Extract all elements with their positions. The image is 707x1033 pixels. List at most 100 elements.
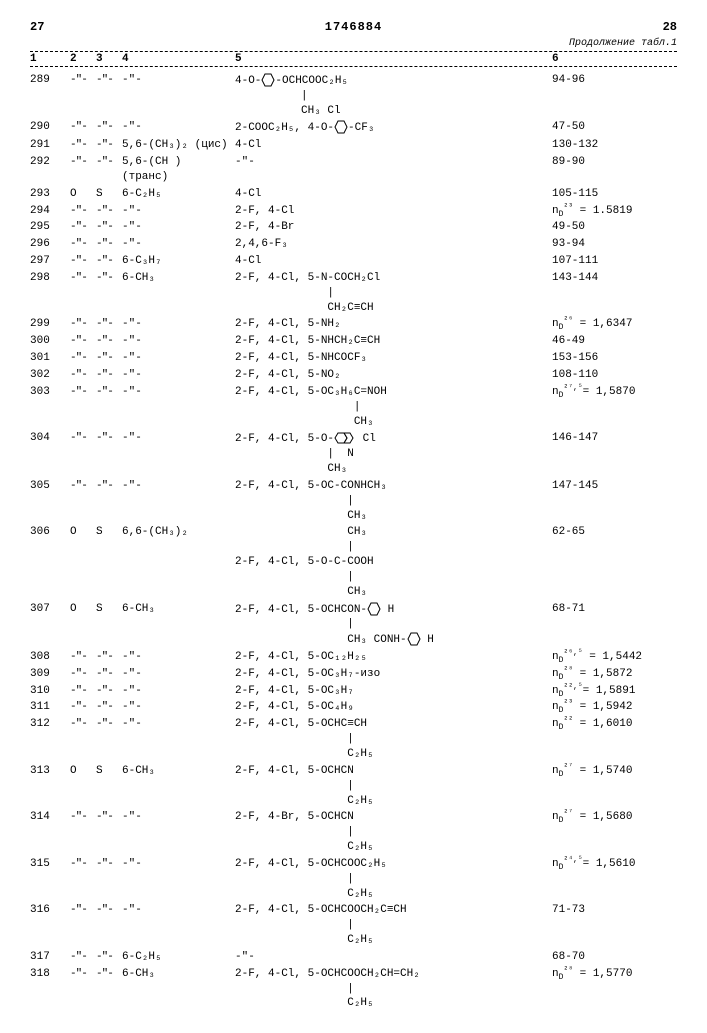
formula-line: | [235,570,547,585]
cell-col3: -"- [96,120,122,135]
formula-line: 2-F, 4-Cl, 5-OC₃H₇ [235,684,547,699]
cell-col4: -"- [122,120,230,135]
row-number: 305 [30,479,70,494]
row-number: 308 [30,650,70,665]
table-row: 308-"--"--"-2-F, 4-Cl, 5-OC₁₂H₂₅nD²⁶,⁵ =… [30,650,677,665]
row-number: 303 [30,385,70,400]
cell-col3: -"- [96,351,122,366]
cell-col5: 2-F, 4-Cl, 5-OCHCN | C₂H₅ [230,764,547,809]
row-number: 298 [30,271,70,286]
cell-col6: 143-144 [547,271,672,286]
formula-line: | [235,779,547,794]
formula-line: 2-F, 4-Cl, 5-OCHC≡CH [235,717,547,732]
cell-col2: -"- [70,950,96,965]
col-2: 2 [70,53,96,65]
cell-col2: O [70,764,96,779]
cell-col4: -"- [122,650,230,665]
formula-line: | [235,89,547,104]
cell-col2: -"- [70,138,96,153]
cell-col3: -"- [96,368,122,383]
cell-col5: 2-F, 4-Cl, 5-OCHCOOCH₂CH=CH₂ | C₂H₅ [230,967,547,1012]
cell-col3: -"- [96,650,122,665]
table-row: 318-"--"-6-CH₃2-F, 4-Cl, 5-OCHCOOCH₂CH=C… [30,967,677,1012]
formula-line: 2-F, 4-Cl [235,204,547,219]
cell-col2: O [70,525,96,540]
cell-col2: -"- [70,237,96,252]
cell-col5: 2-F, 4-Cl, 5-OCHC≡CH | C₂H₅ [230,717,547,762]
formula-line: 2-F, 4-Cl, 5-N-COCH₂Cl [235,271,547,286]
cell-col3: -"- [96,431,122,446]
cell-col5: 2-F, 4-Cl, 5-OC₄H₉ [230,700,547,715]
formula-line: 2-F, 4-Cl, 5-OC₄H₉ [235,700,547,715]
table-body: 289-"--"--"-4-O--OCHCOOC₂H₅ | CH₃ Cl94-9… [30,73,677,1011]
cell-col3: -"- [96,684,122,699]
row-number: 313 [30,764,70,779]
table-row: 317-"--"-6-C₂H₅-"-68-70 [30,950,677,965]
row-number: 297 [30,254,70,269]
cell-col6: 49-50 [547,220,672,235]
formula-line: | [235,825,547,840]
cell-col3: -"- [96,155,122,170]
cell-col2: -"- [70,667,96,682]
cell-col5: 2-F, 4-Cl, 5-OC₃H₇ [230,684,547,699]
formula-line: C₂H₅ [235,887,547,902]
cell-col4: 6-C₂H₅ [122,950,230,965]
table-row: 293OS6-C₂H₅4-Cl105-115 [30,187,677,202]
cell-col2: -"- [70,120,96,135]
table-row: 294-"--"--"-2-F, 4-ClnD²³ = 1.5819 [30,204,677,219]
cell-col5: 2-F, 4-Br [230,220,547,235]
cell-col3: -"- [96,73,122,88]
cell-col6: 71-73 [547,903,672,918]
row-number: 290 [30,120,70,135]
cell-col5: 2-F, 4-Br, 5-OCHCN | C₂H₅ [230,810,547,855]
formula-line: 2-F, 4-Cl, 5-OC-CONHCH₃ [235,479,547,494]
cell-col6: nD²⁷ = 1,5740 [547,764,672,779]
cell-col6: nD²³ = 1,5942 [547,700,672,715]
cell-col5: 2,4,6-F₃ [230,237,547,252]
formula-line: | [235,918,547,933]
formula-line: 4-O--OCHCOOC₂H₅ [235,73,547,89]
table-row: 292-"--"-5,6-(CH ) (транс)-"-89-90 [30,155,677,185]
cell-col2: -"- [70,254,96,269]
cell-col6: nD²⁶ = 1,6347 [547,317,672,332]
row-number: 301 [30,351,70,366]
cell-col6: nD²⁷ = 1,5680 [547,810,672,825]
cell-col4: 5,6-(CH₃)₂ (цис) [122,138,230,153]
col-6: 6 [547,53,672,65]
cell-col5: 2-F, 4-Cl, 5-OCHCOOC₂H₅ | C₂H₅ [230,857,547,902]
formula-line: 4-Cl [235,187,547,202]
cell-col2: -"- [70,317,96,332]
cell-col5: 2-F, 4-Cl, 5-NH₂ [230,317,547,332]
cell-col6: 147-145 [547,479,672,494]
cell-col5: 2-F, 4-Cl, 5-NO₂ [230,368,547,383]
cell-col4: -"- [122,479,230,494]
cell-col3: -"- [96,254,122,269]
row-number: 316 [30,903,70,918]
table-row: 290-"--"--"-2-COOC₂H₅, 4-O--CF₃47-50 [30,120,677,136]
formula-line: C₂H₅ [235,996,547,1011]
cell-col6: nD²⁸ = 1,5770 [547,967,672,982]
cell-col2: -"- [70,431,96,446]
cell-col3: -"- [96,334,122,349]
table-row: 310-"--"--"-2-F, 4-Cl, 5-OC₃H₇nD²²,⁵= 1,… [30,684,677,699]
cell-col4: -"- [122,810,230,825]
cell-col4: -"- [122,237,230,252]
table-row: 289-"--"--"-4-O--OCHCOOC₂H₅ | CH₃ Cl94-9… [30,73,677,118]
table-row: 295-"--"--"-2-F, 4-Br49-50 [30,220,677,235]
cell-col3: -"- [96,700,122,715]
row-number: 300 [30,334,70,349]
cell-col4: 6-CH₃ [122,271,230,286]
cell-col2: -"- [70,385,96,400]
cell-col5: 2-F, 4-Cl, 5-OC₃H₆C=NOH | CH₃ [230,385,547,430]
row-number: 309 [30,667,70,682]
cell-col2: -"- [70,717,96,732]
cell-col3: -"- [96,903,122,918]
cell-col4: -"- [122,220,230,235]
cell-col3: -"- [96,857,122,872]
cell-col3: S [96,764,122,779]
cell-col6: nD²⁴,⁵= 1,5610 [547,857,672,872]
table-row: 313OS6-CH₃2-F, 4-Cl, 5-OCHCN | C₂H₅nD²⁷ … [30,764,677,809]
cell-col4: -"- [122,857,230,872]
formula-line: 2-F, 4-Cl, 5-OCHCOOC₂H₅ [235,857,547,872]
cell-col2: -"- [70,334,96,349]
